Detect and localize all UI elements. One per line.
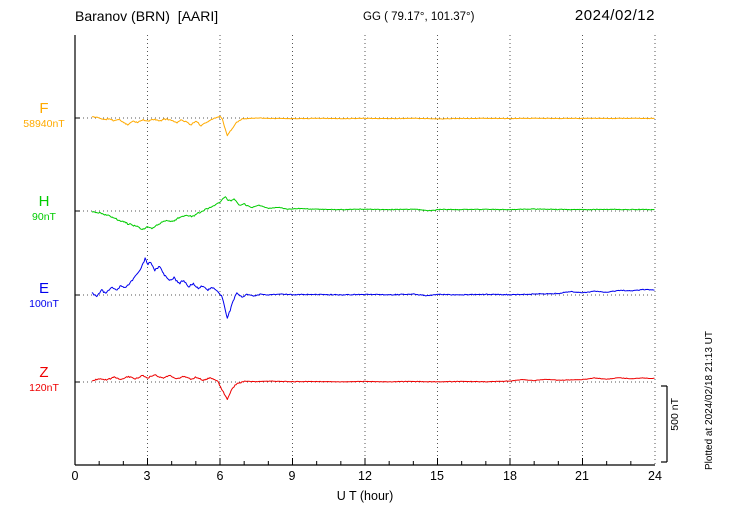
trace-baseline-h: 90nT — [32, 211, 56, 223]
x-tick-3: 3 — [143, 469, 151, 483]
trace-letter-f: F — [39, 100, 49, 117]
plot-date: 2024/02/12 — [574, 7, 655, 24]
scale-bar-label: 500 nT — [669, 398, 681, 431]
x-tick-0: 0 — [71, 469, 79, 483]
trace-label-h: H 90nT — [9, 193, 79, 224]
x-tick-18: 18 — [503, 469, 517, 483]
trace-label-z: Z 120nT — [9, 364, 79, 395]
trace-h — [91, 196, 655, 230]
x-tick-24: 24 — [648, 469, 662, 483]
trace-baseline-z: 120nT — [29, 382, 59, 394]
trace-label-e: E 100nT — [9, 280, 79, 311]
trace-letter-h: H — [38, 193, 50, 210]
geographic-coords: GG ( 79.17°, 101.37°) — [363, 11, 475, 23]
x-tick-15: 15 — [430, 469, 444, 483]
plotted-timestamp-note: Plotted at 2024/02/18 21:13 UT — [704, 331, 715, 470]
trace-letter-z: Z — [39, 364, 49, 381]
trace-letter-e: E — [38, 280, 49, 297]
trace-f — [91, 115, 655, 137]
x-tick-9: 9 — [288, 469, 296, 483]
trace-z — [91, 374, 655, 400]
x-tick-6: 6 — [216, 469, 224, 483]
x-tick-21: 21 — [575, 469, 589, 483]
trace-e — [91, 257, 655, 319]
x-axis-label: U T (hour) — [336, 489, 394, 503]
trace-label-f: F 58940nT — [9, 100, 79, 131]
station-title: Baranov (BRN) [AARI] — [75, 8, 219, 24]
trace-baseline-e: 100nT — [29, 298, 59, 310]
x-tick-12: 12 — [358, 469, 372, 483]
trace-baseline-f: 58940nT — [23, 118, 65, 130]
